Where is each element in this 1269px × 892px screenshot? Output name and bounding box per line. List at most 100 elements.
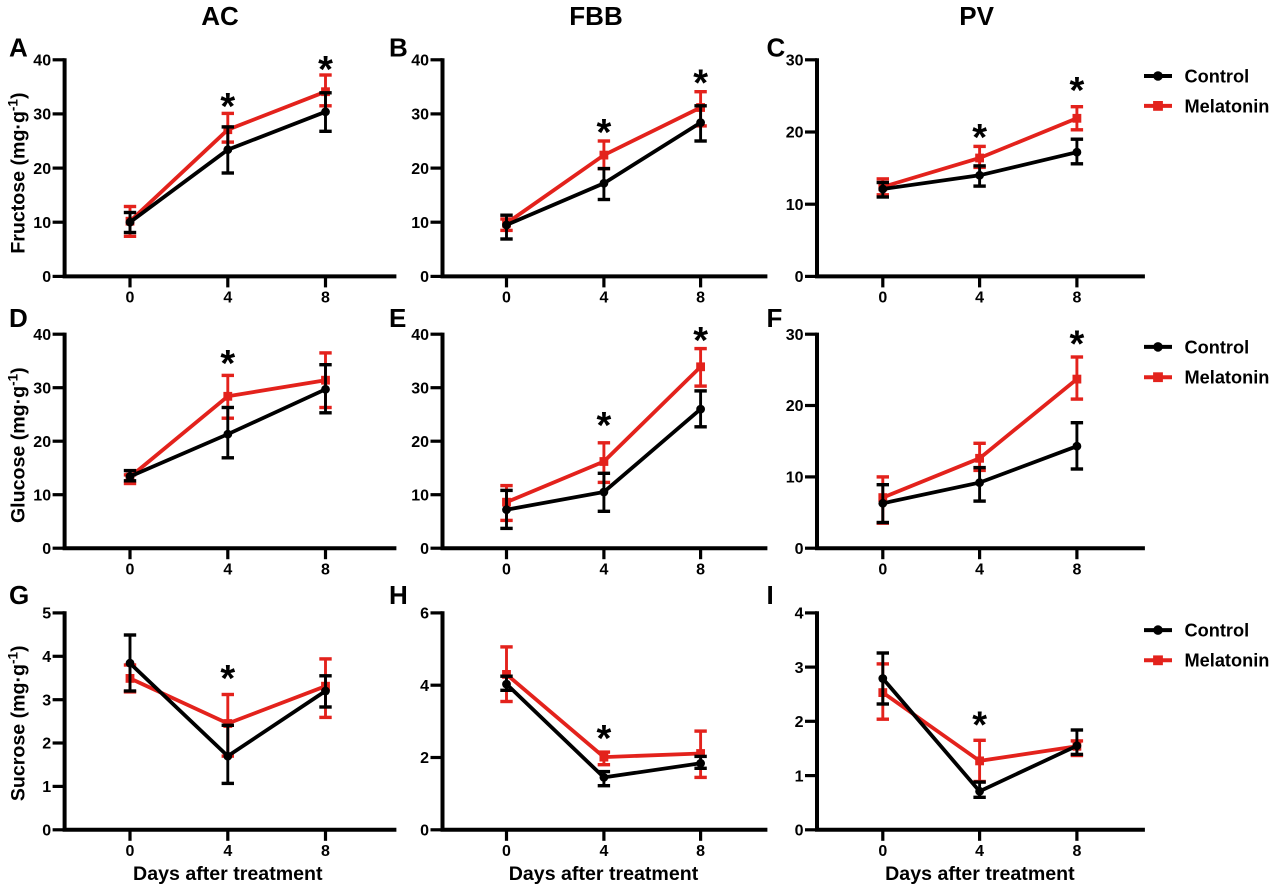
svg-text:8: 8	[1072, 290, 1081, 307]
svg-text:8: 8	[696, 562, 705, 579]
svg-text:F: F	[767, 303, 783, 333]
svg-text:0: 0	[126, 843, 135, 860]
svg-text:8: 8	[321, 290, 330, 307]
svg-text:4: 4	[599, 290, 608, 307]
svg-text:*: *	[220, 343, 235, 385]
svg-text:*: *	[597, 718, 612, 760]
svg-text:Glucose (mg·g-1): Glucose (mg·g-1)	[6, 367, 30, 523]
svg-text:Days after treatment: Days after treatment	[885, 863, 1075, 885]
svg-text:0: 0	[420, 823, 429, 840]
svg-text:4: 4	[599, 843, 608, 860]
svg-text:0: 0	[795, 541, 804, 558]
svg-text:*: *	[597, 112, 612, 154]
svg-text:4: 4	[223, 843, 232, 860]
svg-text:3: 3	[42, 692, 51, 709]
svg-text:0: 0	[502, 290, 511, 307]
svg-text:30: 30	[33, 107, 51, 124]
svg-text:20: 20	[411, 161, 429, 178]
svg-text:Fructose (mg·g-1): Fructose (mg·g-1)	[6, 93, 30, 254]
svg-text:4: 4	[795, 606, 804, 623]
svg-text:0: 0	[502, 843, 511, 860]
svg-text:30: 30	[411, 380, 429, 397]
svg-text:I: I	[767, 580, 774, 610]
svg-text:6: 6	[420, 606, 429, 623]
svg-text:0: 0	[42, 823, 51, 840]
svg-text:4: 4	[599, 562, 608, 579]
svg-text:20: 20	[33, 434, 51, 451]
svg-text:4: 4	[223, 290, 232, 307]
svg-text:*: *	[972, 117, 987, 159]
svg-text:A: A	[9, 33, 28, 63]
svg-text:0: 0	[420, 269, 429, 286]
svg-text:*: *	[693, 63, 708, 105]
svg-text:1: 1	[42, 779, 51, 796]
svg-text:4: 4	[223, 562, 232, 579]
svg-text:8: 8	[1072, 562, 1081, 579]
svg-text:20: 20	[786, 125, 804, 142]
svg-text:Days after treatment: Days after treatment	[509, 863, 699, 885]
svg-text:10: 10	[786, 470, 804, 487]
svg-text:Melatonin: Melatonin	[1185, 651, 1269, 671]
svg-text:0: 0	[420, 541, 429, 558]
svg-text:*: *	[220, 658, 235, 700]
svg-text:10: 10	[33, 487, 51, 504]
svg-text:5: 5	[42, 606, 51, 623]
svg-text:40: 40	[33, 53, 51, 70]
svg-text:0: 0	[878, 562, 887, 579]
svg-text:*: *	[1070, 323, 1085, 365]
svg-text:E: E	[389, 303, 406, 333]
svg-text:*: *	[318, 49, 333, 91]
svg-text:Melatonin: Melatonin	[1185, 96, 1269, 116]
svg-text:0: 0	[42, 541, 51, 558]
svg-text:8: 8	[321, 562, 330, 579]
svg-text:*: *	[220, 86, 235, 128]
svg-text:AC: AC	[201, 1, 239, 31]
svg-text:4: 4	[975, 843, 984, 860]
svg-text:0: 0	[795, 269, 804, 286]
svg-text:30: 30	[786, 53, 804, 70]
svg-text:10: 10	[411, 487, 429, 504]
svg-text:8: 8	[321, 843, 330, 860]
svg-text:Melatonin: Melatonin	[1185, 368, 1269, 388]
svg-text:30: 30	[786, 327, 804, 344]
svg-text:40: 40	[411, 53, 429, 70]
svg-text:PV: PV	[959, 1, 994, 31]
svg-text:0: 0	[42, 269, 51, 286]
svg-text:10: 10	[411, 215, 429, 232]
svg-text:8: 8	[1072, 843, 1081, 860]
svg-text:4: 4	[42, 649, 51, 666]
svg-text:Sucrose (mg·g-1): Sucrose (mg·g-1)	[6, 645, 30, 801]
svg-text:D: D	[9, 303, 28, 333]
svg-text:*: *	[1070, 70, 1085, 112]
svg-text:0: 0	[878, 290, 887, 307]
svg-text:20: 20	[33, 161, 51, 178]
svg-text:*: *	[597, 405, 612, 447]
svg-text:2: 2	[420, 750, 429, 767]
svg-text:B: B	[389, 33, 408, 63]
svg-text:8: 8	[696, 290, 705, 307]
svg-text:40: 40	[411, 327, 429, 344]
svg-text:Control: Control	[1185, 621, 1250, 641]
svg-text:Days after treatment: Days after treatment	[133, 863, 323, 885]
svg-text:30: 30	[411, 107, 429, 124]
svg-text:20: 20	[786, 398, 804, 415]
svg-text:40: 40	[33, 327, 51, 344]
svg-text:8: 8	[696, 843, 705, 860]
svg-text:0: 0	[795, 823, 804, 840]
svg-text:1: 1	[795, 768, 804, 785]
svg-text:20: 20	[411, 434, 429, 451]
svg-text:H: H	[389, 580, 408, 610]
svg-text:30: 30	[33, 380, 51, 397]
svg-text:Control: Control	[1185, 66, 1250, 86]
svg-text:4: 4	[975, 562, 984, 579]
svg-text:0: 0	[878, 843, 887, 860]
svg-text:G: G	[9, 580, 29, 610]
svg-text:0: 0	[126, 562, 135, 579]
svg-text:*: *	[693, 320, 708, 362]
svg-text:0: 0	[126, 290, 135, 307]
svg-text:10: 10	[786, 197, 804, 214]
svg-text:4: 4	[420, 678, 429, 695]
svg-text:0: 0	[502, 562, 511, 579]
svg-text:2: 2	[42, 736, 51, 753]
svg-text:2: 2	[795, 714, 804, 731]
